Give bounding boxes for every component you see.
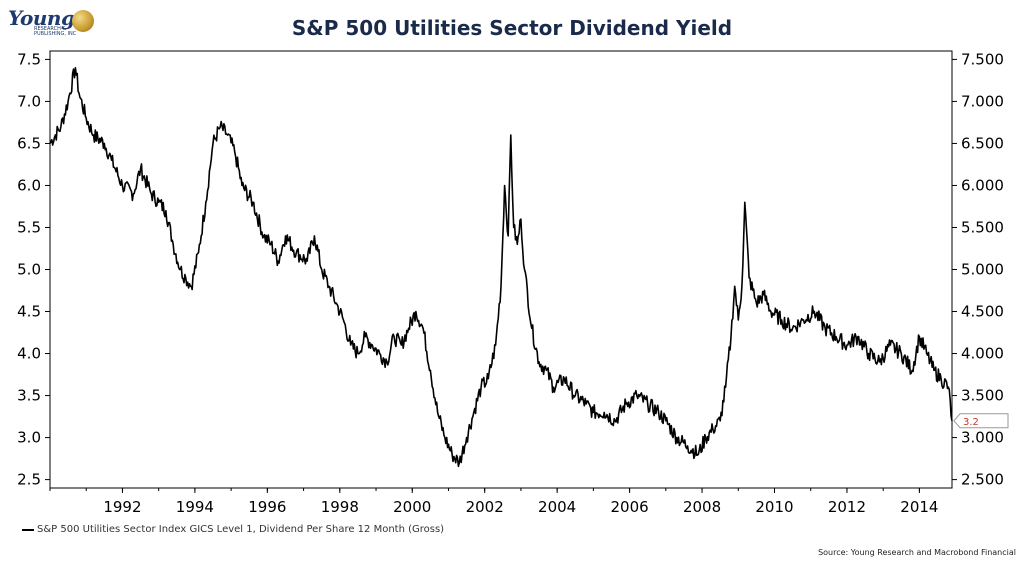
last-value-marker: 3.2 bbox=[953, 413, 1009, 429]
last-value-label: 3.2 bbox=[963, 417, 979, 428]
y-tick-label-left: 7.0 bbox=[17, 92, 41, 110]
x-tick-label: 2012 bbox=[828, 498, 866, 516]
legend-swatch bbox=[22, 528, 34, 531]
last-value-box bbox=[953, 413, 1009, 429]
x-tick-label: 1994 bbox=[176, 498, 214, 516]
y-tick-label-left: 2.5 bbox=[17, 471, 41, 489]
y-tick-label-left: 5.0 bbox=[17, 261, 41, 279]
x-tick-label: 2004 bbox=[538, 498, 576, 516]
company-logo: Young RESEARCH & PUBLISHING, INC bbox=[6, 6, 98, 38]
y-tick-label-left: 7.5 bbox=[17, 50, 41, 68]
chart-ticks: 2.5 2.500 3.0 3.000 3.5 3.500 4.0 4.000 4.5 4.500… bbox=[17, 50, 1004, 516]
logo-subtitle: RESEARCH & PUBLISHING, INC bbox=[34, 26, 77, 37]
chart-title: S&P 500 Utilities Sector Dividend Yield bbox=[291, 16, 733, 40]
y-tick-label-right: 5.000 bbox=[961, 261, 1004, 279]
logo-wordmark: Young bbox=[8, 6, 75, 30]
y-tick-label-right: 2.500 bbox=[961, 471, 1004, 489]
y-tick-label-left: 3.0 bbox=[17, 429, 41, 447]
y-tick-label-left: 4.5 bbox=[17, 303, 41, 321]
y-tick-label-left: 6.5 bbox=[17, 134, 41, 152]
x-tick-label: 1996 bbox=[248, 498, 286, 516]
y-tick-label-right: 4.500 bbox=[961, 303, 1004, 321]
source-note: Source: Young Research and Macrobond Fin… bbox=[818, 548, 1016, 557]
y-tick-label-right: 5.500 bbox=[961, 218, 1004, 236]
y-tick-label-right: 7.000 bbox=[961, 92, 1004, 110]
globe-icon bbox=[72, 10, 94, 32]
chart-legend: S&P 500 Utilities Sector Index GICS Leve… bbox=[22, 524, 444, 535]
y-tick-label-left: 6.0 bbox=[17, 176, 41, 194]
y-tick-label-left: 5.5 bbox=[17, 218, 41, 236]
y-tick-label-right: 4.000 bbox=[961, 345, 1004, 363]
y-tick-label-right: 3.500 bbox=[961, 387, 1004, 405]
y-tick-label-right: 3.000 bbox=[961, 429, 1004, 447]
x-tick-label: 2008 bbox=[683, 498, 721, 516]
y-tick-label-left: 4.0 bbox=[17, 345, 41, 363]
y-tick-label-right: 6.500 bbox=[961, 134, 1004, 152]
series-line bbox=[49, 67, 953, 468]
x-tick-label: 2014 bbox=[900, 498, 938, 516]
y-tick-label-left: 3.5 bbox=[17, 387, 41, 405]
legend-label: S&P 500 Utilities Sector Index GICS Leve… bbox=[37, 524, 445, 535]
x-tick-label: 1992 bbox=[103, 498, 141, 516]
x-tick-label: 2000 bbox=[393, 498, 431, 516]
y-tick-label-right: 7.500 bbox=[961, 50, 1004, 68]
y-tick-label-right: 6.000 bbox=[961, 176, 1004, 194]
x-tick-label: 2002 bbox=[466, 498, 504, 516]
x-tick-label: 2010 bbox=[755, 498, 793, 516]
x-tick-label: 1998 bbox=[321, 498, 359, 516]
x-tick-label: 2006 bbox=[611, 498, 649, 516]
